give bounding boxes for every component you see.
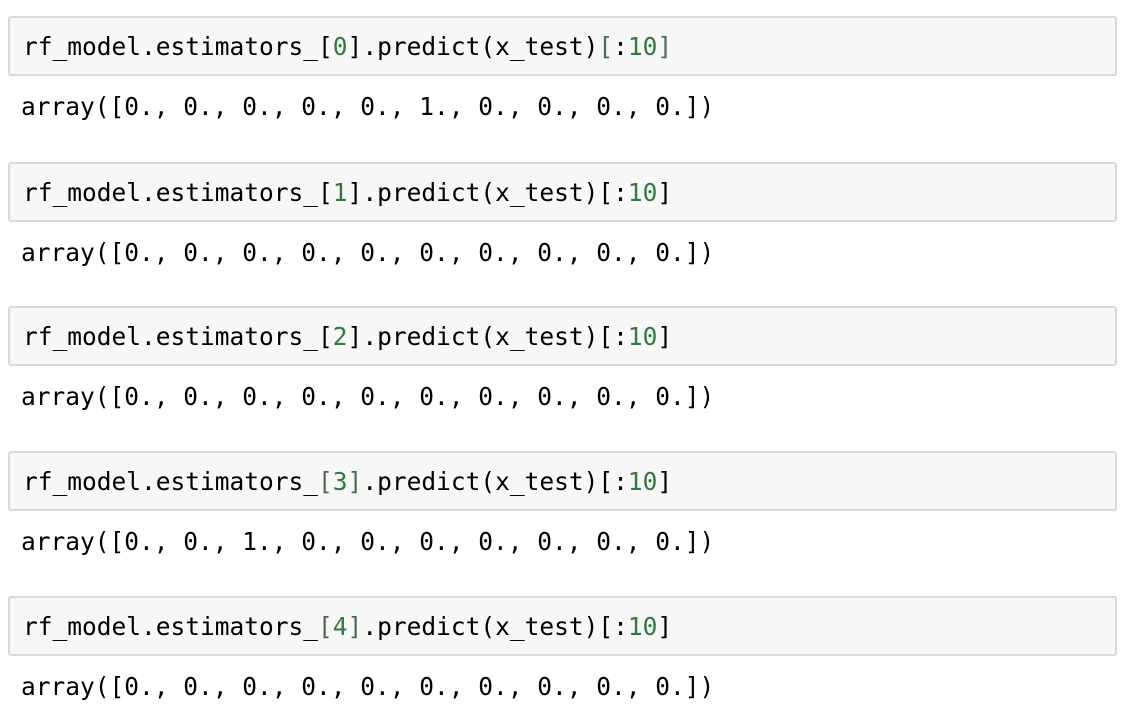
code-text: ] bbox=[347, 611, 363, 641]
code-text: rf_model.estimators_ bbox=[23, 611, 319, 641]
code-text: [ bbox=[318, 31, 333, 61]
code-number: 2 bbox=[332, 321, 348, 351]
code-text: [ bbox=[598, 321, 614, 351]
code-text: [ bbox=[318, 321, 333, 351]
code-text: rf_model.estimators_ bbox=[23, 321, 319, 351]
code-text: ] bbox=[657, 177, 673, 207]
code-text: ] bbox=[347, 31, 363, 61]
code-text: rf_model.estimators_ bbox=[23, 31, 319, 61]
code-text: : bbox=[613, 611, 628, 641]
code-text: [ bbox=[318, 177, 333, 207]
cell-output: array([0., 0., 0., 0., 0., 1., 0., 0., 0… bbox=[21, 91, 715, 121]
cell-output: array([0., 0., 0., 0., 0., 0., 0., 0., 0… bbox=[21, 671, 715, 701]
notebook-cell: rf_model.estimators_[3] .predict(x_test)[… bbox=[8, 451, 1118, 571]
code-text: .predict(x_test) bbox=[362, 177, 599, 207]
code-text: [ bbox=[318, 466, 333, 496]
code-number: 10 bbox=[627, 321, 658, 351]
code-number: 1 bbox=[332, 177, 348, 207]
cell-output: array([0., 0., 0., 0., 0., 0., 0., 0., 0… bbox=[21, 381, 715, 411]
code-number: 3 bbox=[332, 466, 348, 496]
code-text: [ bbox=[598, 31, 614, 61]
cell-output: array([0., 0., 0., 0., 0., 0., 0., 0., 0… bbox=[21, 237, 715, 267]
code-text: [ bbox=[598, 466, 614, 496]
code-text: rf_model.estimators_ bbox=[23, 177, 319, 207]
code-text: ] bbox=[657, 466, 673, 496]
code-text: : bbox=[613, 321, 628, 351]
code-input-cell[interactable]: rf_model.estimators_[0] .predict(x_test)[… bbox=[8, 16, 1117, 76]
code-input-cell[interactable]: rf_model.estimators_[3] .predict(x_test)[… bbox=[8, 451, 1117, 511]
code-input-cell[interactable]: rf_model.estimators_[4] .predict(x_test)[… bbox=[8, 596, 1117, 656]
notebook-cell: rf_model.estimators_[0] .predict(x_test)[… bbox=[8, 16, 1118, 136]
code-number: 10 bbox=[627, 31, 658, 61]
code-text: [ bbox=[318, 611, 333, 641]
notebook-cell: rf_model.estimators_[4] .predict(x_test)[… bbox=[8, 596, 1118, 716]
code-input-cell[interactable]: rf_model.estimators_[1] .predict(x_test)[… bbox=[8, 162, 1117, 222]
code-number: 10 bbox=[627, 177, 658, 207]
code-number: 4 bbox=[332, 611, 348, 641]
code-text: : bbox=[613, 466, 628, 496]
code-input-cell[interactable]: rf_model.estimators_[2] .predict(x_test)[… bbox=[8, 306, 1117, 366]
code-text: ] bbox=[347, 466, 363, 496]
code-text: .predict(x_test) bbox=[362, 611, 599, 641]
code-text: rf_model.estimators_ bbox=[23, 466, 319, 496]
code-number: 10 bbox=[627, 611, 658, 641]
code-text: [ bbox=[598, 611, 614, 641]
code-text: ] bbox=[657, 611, 673, 641]
code-text: : bbox=[613, 177, 628, 207]
code-text: .predict(x_test) bbox=[362, 466, 599, 496]
code-text: ] bbox=[657, 31, 673, 61]
code-number: 0 bbox=[332, 31, 348, 61]
notebook-cell: rf_model.estimators_[1] .predict(x_test)[… bbox=[8, 162, 1118, 282]
code-text: ] bbox=[347, 321, 363, 351]
code-number: 10 bbox=[627, 466, 658, 496]
code-text: .predict(x_test) bbox=[362, 31, 599, 61]
code-text: .predict(x_test) bbox=[362, 321, 599, 351]
cell-output: array([0., 0., 1., 0., 0., 0., 0., 0., 0… bbox=[21, 526, 715, 556]
notebook-cell: rf_model.estimators_[2] .predict(x_test)[… bbox=[8, 306, 1118, 426]
code-text: [ bbox=[598, 177, 614, 207]
code-text: : bbox=[613, 31, 628, 61]
code-text: ] bbox=[657, 321, 673, 351]
code-text: ] bbox=[347, 177, 363, 207]
